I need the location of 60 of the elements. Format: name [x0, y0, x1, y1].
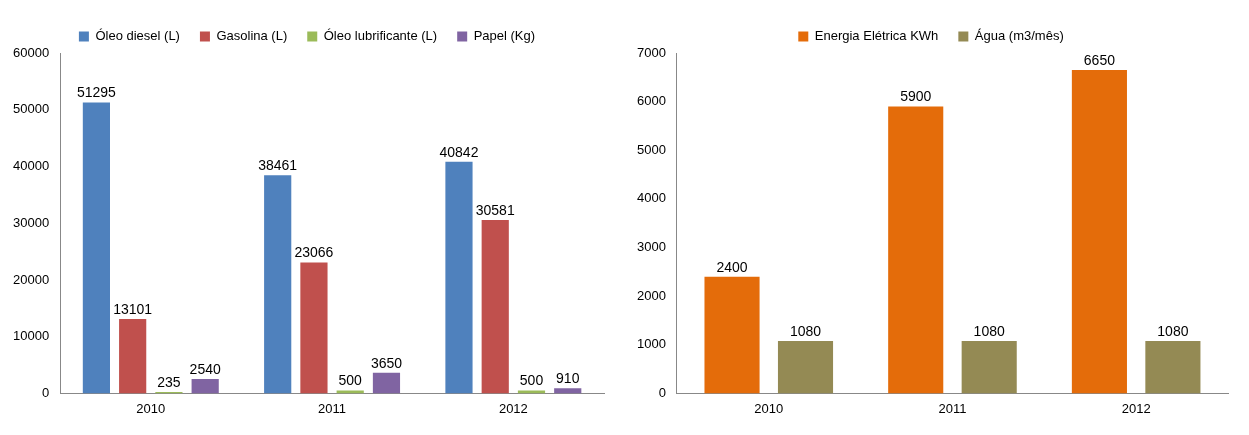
data-label: 500	[519, 372, 544, 389]
y-tick-label: 1000	[637, 336, 666, 352]
data-label: 38461	[258, 157, 298, 174]
y-tick-label: 3000	[637, 239, 666, 255]
y-tick-label: 20000	[12, 271, 50, 287]
x-tick-label: 2012	[1121, 400, 1151, 416]
bar	[888, 106, 944, 394]
legend-label: Óleo diesel (L)	[95, 28, 180, 44]
legend-label: Água (m3/mês)	[974, 28, 1064, 44]
y-tick-label: 0	[41, 384, 50, 400]
data-label: 1080	[1157, 322, 1189, 339]
data-label: 910	[556, 370, 580, 387]
y-tick-label: 4000	[637, 190, 666, 206]
data-label: 235	[157, 373, 181, 390]
bar	[1145, 340, 1201, 394]
data-label: 30581	[475, 201, 515, 218]
bar	[445, 161, 473, 394]
bar	[554, 388, 582, 394]
data-label: 1080	[789, 322, 822, 339]
legend-label: Óleo lubrificante (L)	[323, 28, 438, 44]
data-label: 3650	[370, 354, 403, 371]
legend-label: Energia Elétrica KWh	[814, 28, 939, 44]
bar	[119, 319, 147, 394]
bar	[1071, 70, 1127, 394]
y-tick-label: 50000	[12, 101, 50, 117]
data-label: 500	[338, 372, 363, 389]
legend-label: Papel (Kg)	[473, 28, 536, 44]
bar	[704, 276, 760, 394]
y-tick-label: 5000	[637, 141, 666, 157]
y-tick-label: 6000	[637, 93, 666, 109]
data-label: 2400	[716, 258, 748, 275]
data-label: 51295	[76, 84, 117, 101]
bar	[481, 219, 509, 394]
x-tick-label: 2012	[498, 400, 528, 416]
legend-label: Gasolina (L)	[216, 28, 288, 44]
y-tick-label: 10000	[12, 328, 50, 344]
data-label: 40842	[439, 143, 479, 160]
bar	[961, 340, 1017, 394]
bar	[300, 262, 328, 394]
bar	[264, 175, 292, 394]
data-label: 1080	[973, 322, 1005, 339]
x-tick-label: 2010	[754, 400, 784, 416]
data-label: 5900	[900, 88, 932, 105]
x-tick-label: 2010	[136, 400, 166, 416]
y-tick-label: 7000	[637, 44, 666, 60]
y-tick-label: 0	[658, 384, 666, 400]
data-label: 2540	[189, 360, 221, 377]
y-tick-label: 30000	[12, 214, 50, 230]
x-tick-label: 2011	[318, 400, 347, 416]
y-tick-label: 60000	[12, 44, 50, 60]
data-label: 23066	[294, 244, 334, 261]
bar	[191, 378, 219, 394]
bar	[372, 372, 401, 394]
x-tick-label: 2011	[938, 400, 967, 416]
data-label: 13101	[113, 300, 153, 317]
y-tick-label: 40000	[12, 158, 50, 174]
data-label: 6650	[1083, 51, 1116, 68]
bar	[777, 340, 834, 394]
y-tick-label: 2000	[637, 287, 666, 303]
bar	[82, 102, 110, 394]
